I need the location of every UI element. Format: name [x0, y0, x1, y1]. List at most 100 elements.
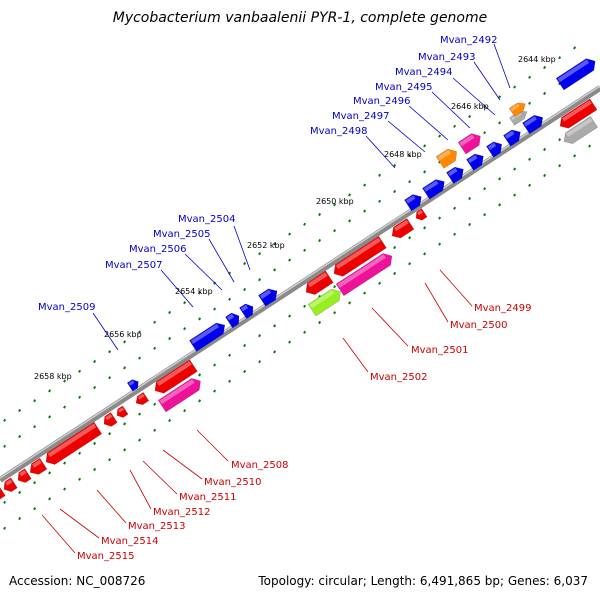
gene-label: Mvan_2504 — [178, 214, 235, 225]
tick-dot — [513, 193, 517, 197]
gene-feature — [157, 378, 201, 413]
tick-dot — [498, 203, 502, 207]
tick-dot — [423, 226, 427, 230]
tick-dot — [138, 356, 142, 360]
tick-dot — [333, 311, 337, 315]
tick-dot — [393, 271, 397, 276]
genome-backbone — [0, 85, 600, 483]
tick-dot — [93, 359, 97, 364]
tick-dot — [78, 451, 82, 455]
gene-label: Mvan_2493 — [418, 52, 475, 63]
tick-dot — [123, 340, 127, 344]
tick-dot — [78, 369, 82, 373]
tick-dot — [228, 297, 232, 301]
gene-label: Mvan_2495 — [375, 82, 432, 93]
accession-text: Accession: NC_008726 — [9, 574, 146, 588]
tick-dot — [318, 320, 322, 325]
tick-dot — [468, 196, 472, 201]
tick-dot — [498, 121, 502, 125]
gene-feature — [391, 218, 415, 239]
tick-dot — [213, 307, 217, 311]
tick-dot — [558, 164, 562, 168]
gene-feature — [239, 303, 254, 320]
tick-dot — [513, 167, 517, 171]
gene-feature — [503, 129, 521, 147]
gene-feature — [508, 102, 526, 118]
tick-dot — [93, 467, 97, 472]
tick-dot — [213, 363, 217, 367]
tick-dot — [33, 399, 37, 403]
tick-dot — [48, 389, 52, 393]
tick-dot — [228, 353, 232, 357]
tick-label: 2646 kbp — [451, 102, 489, 111]
tick-dot — [153, 428, 157, 432]
tick-dot — [483, 131, 487, 135]
tick-dot — [18, 490, 22, 495]
tick-dot — [78, 395, 82, 399]
tick-dot — [543, 65, 547, 70]
gene-label: Mvan_2515 — [77, 551, 134, 562]
gene-feature — [305, 270, 334, 295]
tick-dot — [303, 248, 307, 252]
tick-dot — [63, 461, 67, 465]
label-leaders — [41, 43, 511, 554]
gene-feature — [446, 166, 464, 184]
tick-dot — [468, 222, 472, 227]
tick-dot — [408, 262, 412, 266]
tick-label: 2652 kbp — [247, 241, 285, 250]
tick-dot — [303, 304, 307, 308]
tick-dot — [153, 346, 157, 350]
tick-dot — [423, 144, 427, 148]
tick-dot — [273, 350, 277, 354]
gene-labels: Mvan_2492 Mvan_2493 Mvan_2494 Mvan_2495 Mvan… — [38, 35, 531, 562]
gene-feature — [415, 208, 428, 221]
tick-dot — [453, 124, 457, 128]
tick-dot — [498, 177, 502, 181]
tick-dot — [588, 144, 592, 148]
tick-dot — [93, 441, 97, 446]
gene-label: Mvan_2507 — [105, 260, 162, 271]
gene-label: Mvan_2501 — [411, 345, 468, 356]
gene-feature — [435, 148, 458, 169]
tick-dot — [123, 448, 127, 452]
tick-dot — [528, 157, 532, 161]
tick-dot — [33, 507, 37, 511]
tick-dot — [423, 252, 427, 256]
tick-dot — [543, 173, 547, 178]
tick-dot — [153, 402, 157, 406]
tick-dot — [528, 101, 532, 105]
tick-dot — [153, 320, 157, 324]
tick-dot — [528, 183, 532, 187]
tick-dot — [108, 376, 112, 380]
tick-dot — [348, 219, 352, 223]
tick-dot — [123, 366, 127, 370]
gene-feature — [522, 114, 544, 135]
tick-dot — [228, 379, 232, 383]
gene-feature — [135, 392, 150, 405]
genome-summary: Topology: circular; Length: 6,491,865 bp… — [258, 574, 588, 588]
gene-feature — [333, 235, 387, 277]
gene-feature — [189, 322, 226, 352]
gene-label: Mvan_2496 — [353, 96, 410, 107]
tick-dot — [48, 415, 52, 419]
tick-dot — [63, 487, 67, 491]
gene-features — [0, 58, 599, 500]
gene-feature — [404, 194, 422, 212]
gene-feature — [335, 253, 393, 297]
map-title: Mycobacterium vanbaalenii PYR-1, complet… — [112, 10, 488, 26]
tick-dot — [333, 285, 337, 289]
gene-feature — [258, 288, 278, 307]
gene-label: Mvan_2500 — [450, 320, 507, 331]
tick-dot — [93, 385, 97, 390]
tick-dot — [108, 350, 112, 354]
tick-dot — [183, 301, 187, 305]
tick-dot — [168, 310, 172, 315]
tick-dot — [18, 434, 22, 439]
gene-feature — [3, 477, 18, 493]
tick-dot — [33, 425, 37, 429]
tick-labels: 2644 kbp 2646 kbp 2648 kbp 2650 kbp 2652 kbp… — [34, 55, 556, 381]
tick-dot — [543, 91, 547, 96]
tick-dot — [48, 471, 52, 475]
tick-dot — [318, 238, 322, 243]
tick-dot — [378, 199, 382, 203]
